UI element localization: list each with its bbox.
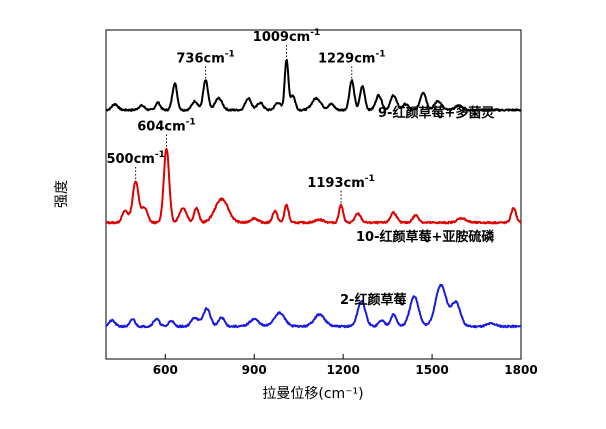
x-tick-label-600: 600 <box>153 363 178 377</box>
peak-annotation-4: 604cm-1 <box>137 118 196 147</box>
x-tick-label-900: 900 <box>242 363 267 377</box>
peak-annotation-0: 736cm-1 <box>176 49 235 79</box>
peak-annotation-5: 1193cm-1 <box>307 174 375 203</box>
x-axis-title: 拉曼位移(cm⁻¹) <box>262 386 363 402</box>
peak-annotation-1: 1009cm-1 <box>253 28 320 58</box>
x-tick-label-1200: 1200 <box>326 363 359 377</box>
x-ticks: 600 900 1200 1500 1800 <box>153 354 538 377</box>
x-tick-label-1500: 1500 <box>415 363 448 377</box>
series-label-layer: 9-红颜草莓+多菌灵 10-红颜草莓+亚胺硫磷 2-红颜草莓 <box>340 105 495 308</box>
peak-annotation-label: 736cm-1 <box>176 49 234 66</box>
annotation-layer: 736cm-1 1009cm-1 1229cm-1 500cm-1 604cm-1 119… <box>106 28 385 203</box>
series-line-1 <box>105 147 522 225</box>
x-tick-label-1800: 1800 <box>504 363 537 377</box>
series-line-0 <box>105 58 522 112</box>
peak-annotation-label: 1193cm-1 <box>307 174 374 191</box>
y-axis-title: 强度 <box>54 180 70 208</box>
series-layer <box>105 58 522 329</box>
series-label-0: 9-红颜草莓+多菌灵 <box>378 105 495 121</box>
peak-annotation-label: 1009cm-1 <box>253 28 320 45</box>
peak-annotation-label: 1229cm-1 <box>318 49 385 66</box>
series-line-2 <box>105 283 522 329</box>
series-label-1: 10-红颜草莓+亚胺硫磷 <box>356 229 495 245</box>
series-label-2: 2-红颜草莓 <box>340 292 406 308</box>
peak-annotation-2: 1229cm-1 <box>318 49 385 79</box>
peak-annotation-label: 500cm-1 <box>106 150 164 167</box>
peak-annotation-3: 500cm-1 <box>106 150 165 179</box>
peak-annotation-label: 604cm-1 <box>137 118 195 135</box>
plot-frame <box>105 29 522 360</box>
